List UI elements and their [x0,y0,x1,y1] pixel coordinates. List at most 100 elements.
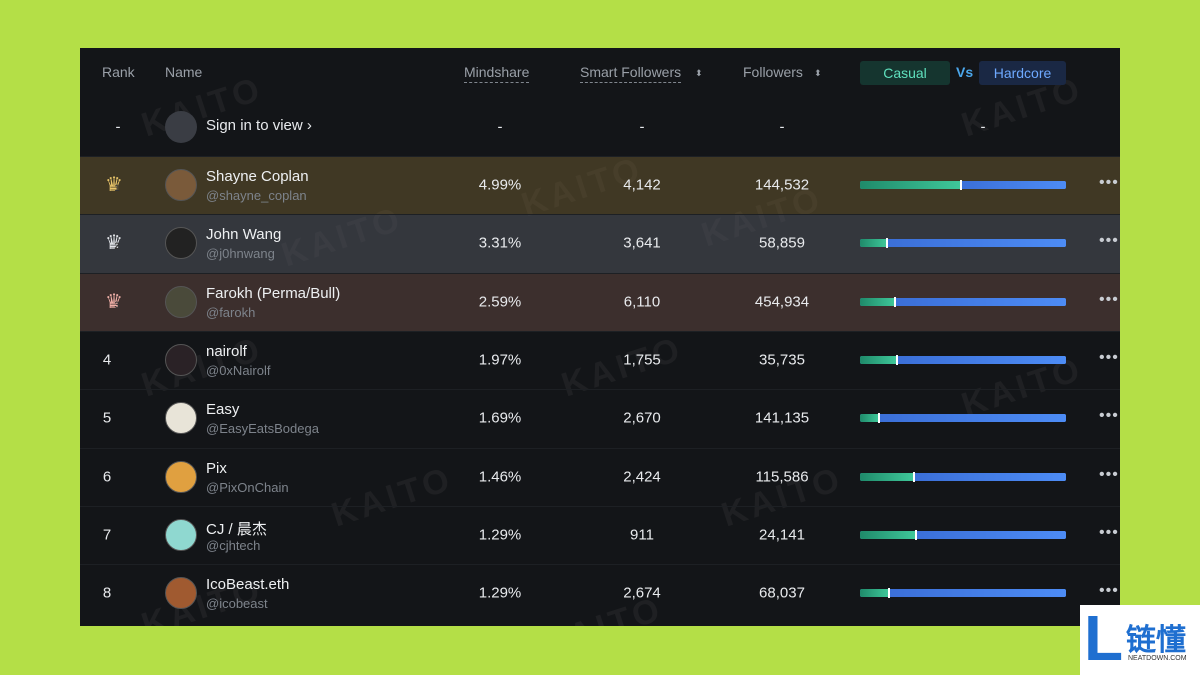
hardcore-fill [913,472,1066,481]
hardcore-fill [897,355,1066,364]
smart-followers-cell: 2,670 [623,409,661,427]
marker [877,413,880,424]
logo-site: NEATDOWN.COM [1128,655,1187,662]
more-menu[interactable]: ••• [1099,582,1119,600]
crown: ♛ [105,232,123,255]
mindshare-cell: 4.99% [478,176,522,194]
row [80,505,1120,565]
header-mindshare[interactable]: Mindshare [464,64,530,83]
smart-followers-cell: 4,142 [623,176,661,194]
rank-cell: 1 [114,183,120,193]
header-name: Name [165,64,203,80]
sort-icon: ⬍ [814,68,822,78]
watermark: KAITO [137,69,268,145]
avatar [165,285,197,318]
casual-fill [860,589,889,598]
user-handle: @cjhtech [206,537,261,553]
mindshare-cell: 1.29% [478,584,522,602]
hardcore-tab[interactable]: Hardcore [979,61,1066,85]
casual-fill [860,530,916,539]
followers-cell: 454,934 [754,293,810,311]
smart-followers-cell: 2,674 [623,584,661,602]
user-name[interactable]: John Wang [206,226,282,244]
rank-cell: 2 [114,241,120,252]
avatar [165,227,197,260]
casual-hardcore-bar [860,238,1066,249]
hardcore-fill [895,297,1066,306]
row [80,330,1120,390]
mindshare-cell: - [497,118,503,136]
casual-hardcore-bar [860,354,1066,365]
more-menu[interactable]: ••• [1099,465,1119,483]
user-name[interactable]: nairolf [206,342,247,360]
mindshare-cell: 1.46% [478,468,522,485]
avatar [165,169,197,201]
more-menu[interactable]: ••• [1099,174,1119,191]
mindshare-cell: 3.31% [478,234,522,252]
casual-hardcore-bar [860,413,1066,424]
casual-fill [860,239,887,248]
user-name[interactable]: Farokh (Perma/Bull) [206,284,341,302]
hardcore-fill [915,530,1066,539]
smart-followers-cell: - [639,118,645,136]
rank-cell: 6 [102,468,112,485]
smart-followers-cell: 1,755 [623,351,661,369]
marker [894,296,897,307]
casual-fill [860,181,961,189]
rank-cell: - [115,118,121,136]
more-menu[interactable]: ••• [1099,232,1119,250]
user-handle: @0xNairolf [206,362,271,378]
avatar [165,111,197,143]
marker [914,529,917,540]
casual-hardcore-bar [860,588,1066,599]
header-followers[interactable]: Followers [743,64,803,80]
followers-cell: 35,735 [759,351,805,369]
vs: Vs [956,64,974,80]
casual-hardcore-bar [860,471,1066,482]
more-menu[interactable]: ••• [1099,348,1119,366]
header-smart-followers[interactable]: Smart Followers [580,64,682,83]
casual-fill [860,414,879,423]
sort-icon: ⬍ [695,68,703,78]
casual-tab[interactable]: Casual [860,61,950,85]
user-handle: @EasyEatsBodega [206,421,319,437]
casual-hardcore-cell: - [980,118,986,136]
marker [887,588,890,599]
hardcore-fill [888,589,1066,598]
user-handle: @shayne_coplan [206,188,307,203]
more-menu[interactable]: ••• [1099,290,1119,308]
avatar [165,402,197,435]
casual-fill [860,355,898,364]
followers-cell: 141,135 [754,409,810,427]
more-menu[interactable]: ••• [1099,523,1119,541]
marker [912,471,915,482]
more-menu[interactable]: ••• [1099,407,1119,425]
user-handle: @farokh [206,304,256,320]
row [80,447,1120,507]
followers-cell: 58,859 [759,234,805,252]
logo-mark: L [1084,602,1124,674]
marker [885,238,888,249]
user-name[interactable]: Easy [206,401,240,419]
crown: ♛ [105,174,123,196]
rank-cell: 8 [102,584,112,602]
user-handle: @icobeast [206,596,268,612]
casual-fill [860,472,914,481]
user-name[interactable]: Pix [206,459,227,477]
rank-cell: 3 [114,299,120,310]
followers-cell: 68,037 [759,584,805,602]
logo-name: 链懂 [1126,624,1186,657]
followers-cell: 115,586 [755,468,809,485]
followers-cell: 144,532 [754,176,810,194]
avatar [165,460,197,493]
user-name[interactable]: IcoBeast.eth [206,576,290,594]
sign-in-link[interactable]: Sign in to view › [206,117,312,134]
smart-followers-cell: 3,641 [623,234,661,252]
smart-followers-cell: 911 [630,526,654,544]
rank-cell: 5 [102,409,112,427]
casual-hardcore-bar [860,529,1066,540]
smart-followers-cell: 2,424 [623,468,661,485]
mindshare-cell: 1.29% [478,526,522,544]
user-name[interactable]: Shayne Coplan [206,168,309,185]
user-name[interactable]: CJ / 晨杰 [206,520,267,538]
